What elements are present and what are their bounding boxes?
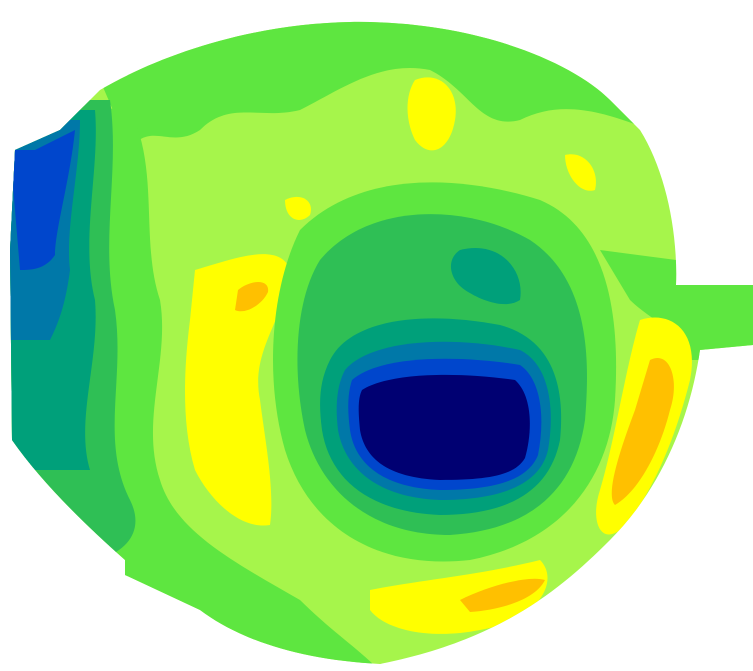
navy-core <box>358 374 530 480</box>
yellow-patch-right-top <box>565 154 596 191</box>
green-band-top <box>100 21 650 150</box>
yellow-patch-left <box>185 254 290 526</box>
yellow-patch-small <box>285 196 311 220</box>
yellow-patch-bottom <box>370 560 548 634</box>
yellow-patch-top <box>407 77 456 151</box>
teal-patch-upper <box>450 248 521 305</box>
orange-patch-right <box>611 358 674 505</box>
orange-patch-left <box>235 282 269 312</box>
blue-band-left <box>10 130 75 270</box>
orange-patch-bottom <box>460 578 545 612</box>
